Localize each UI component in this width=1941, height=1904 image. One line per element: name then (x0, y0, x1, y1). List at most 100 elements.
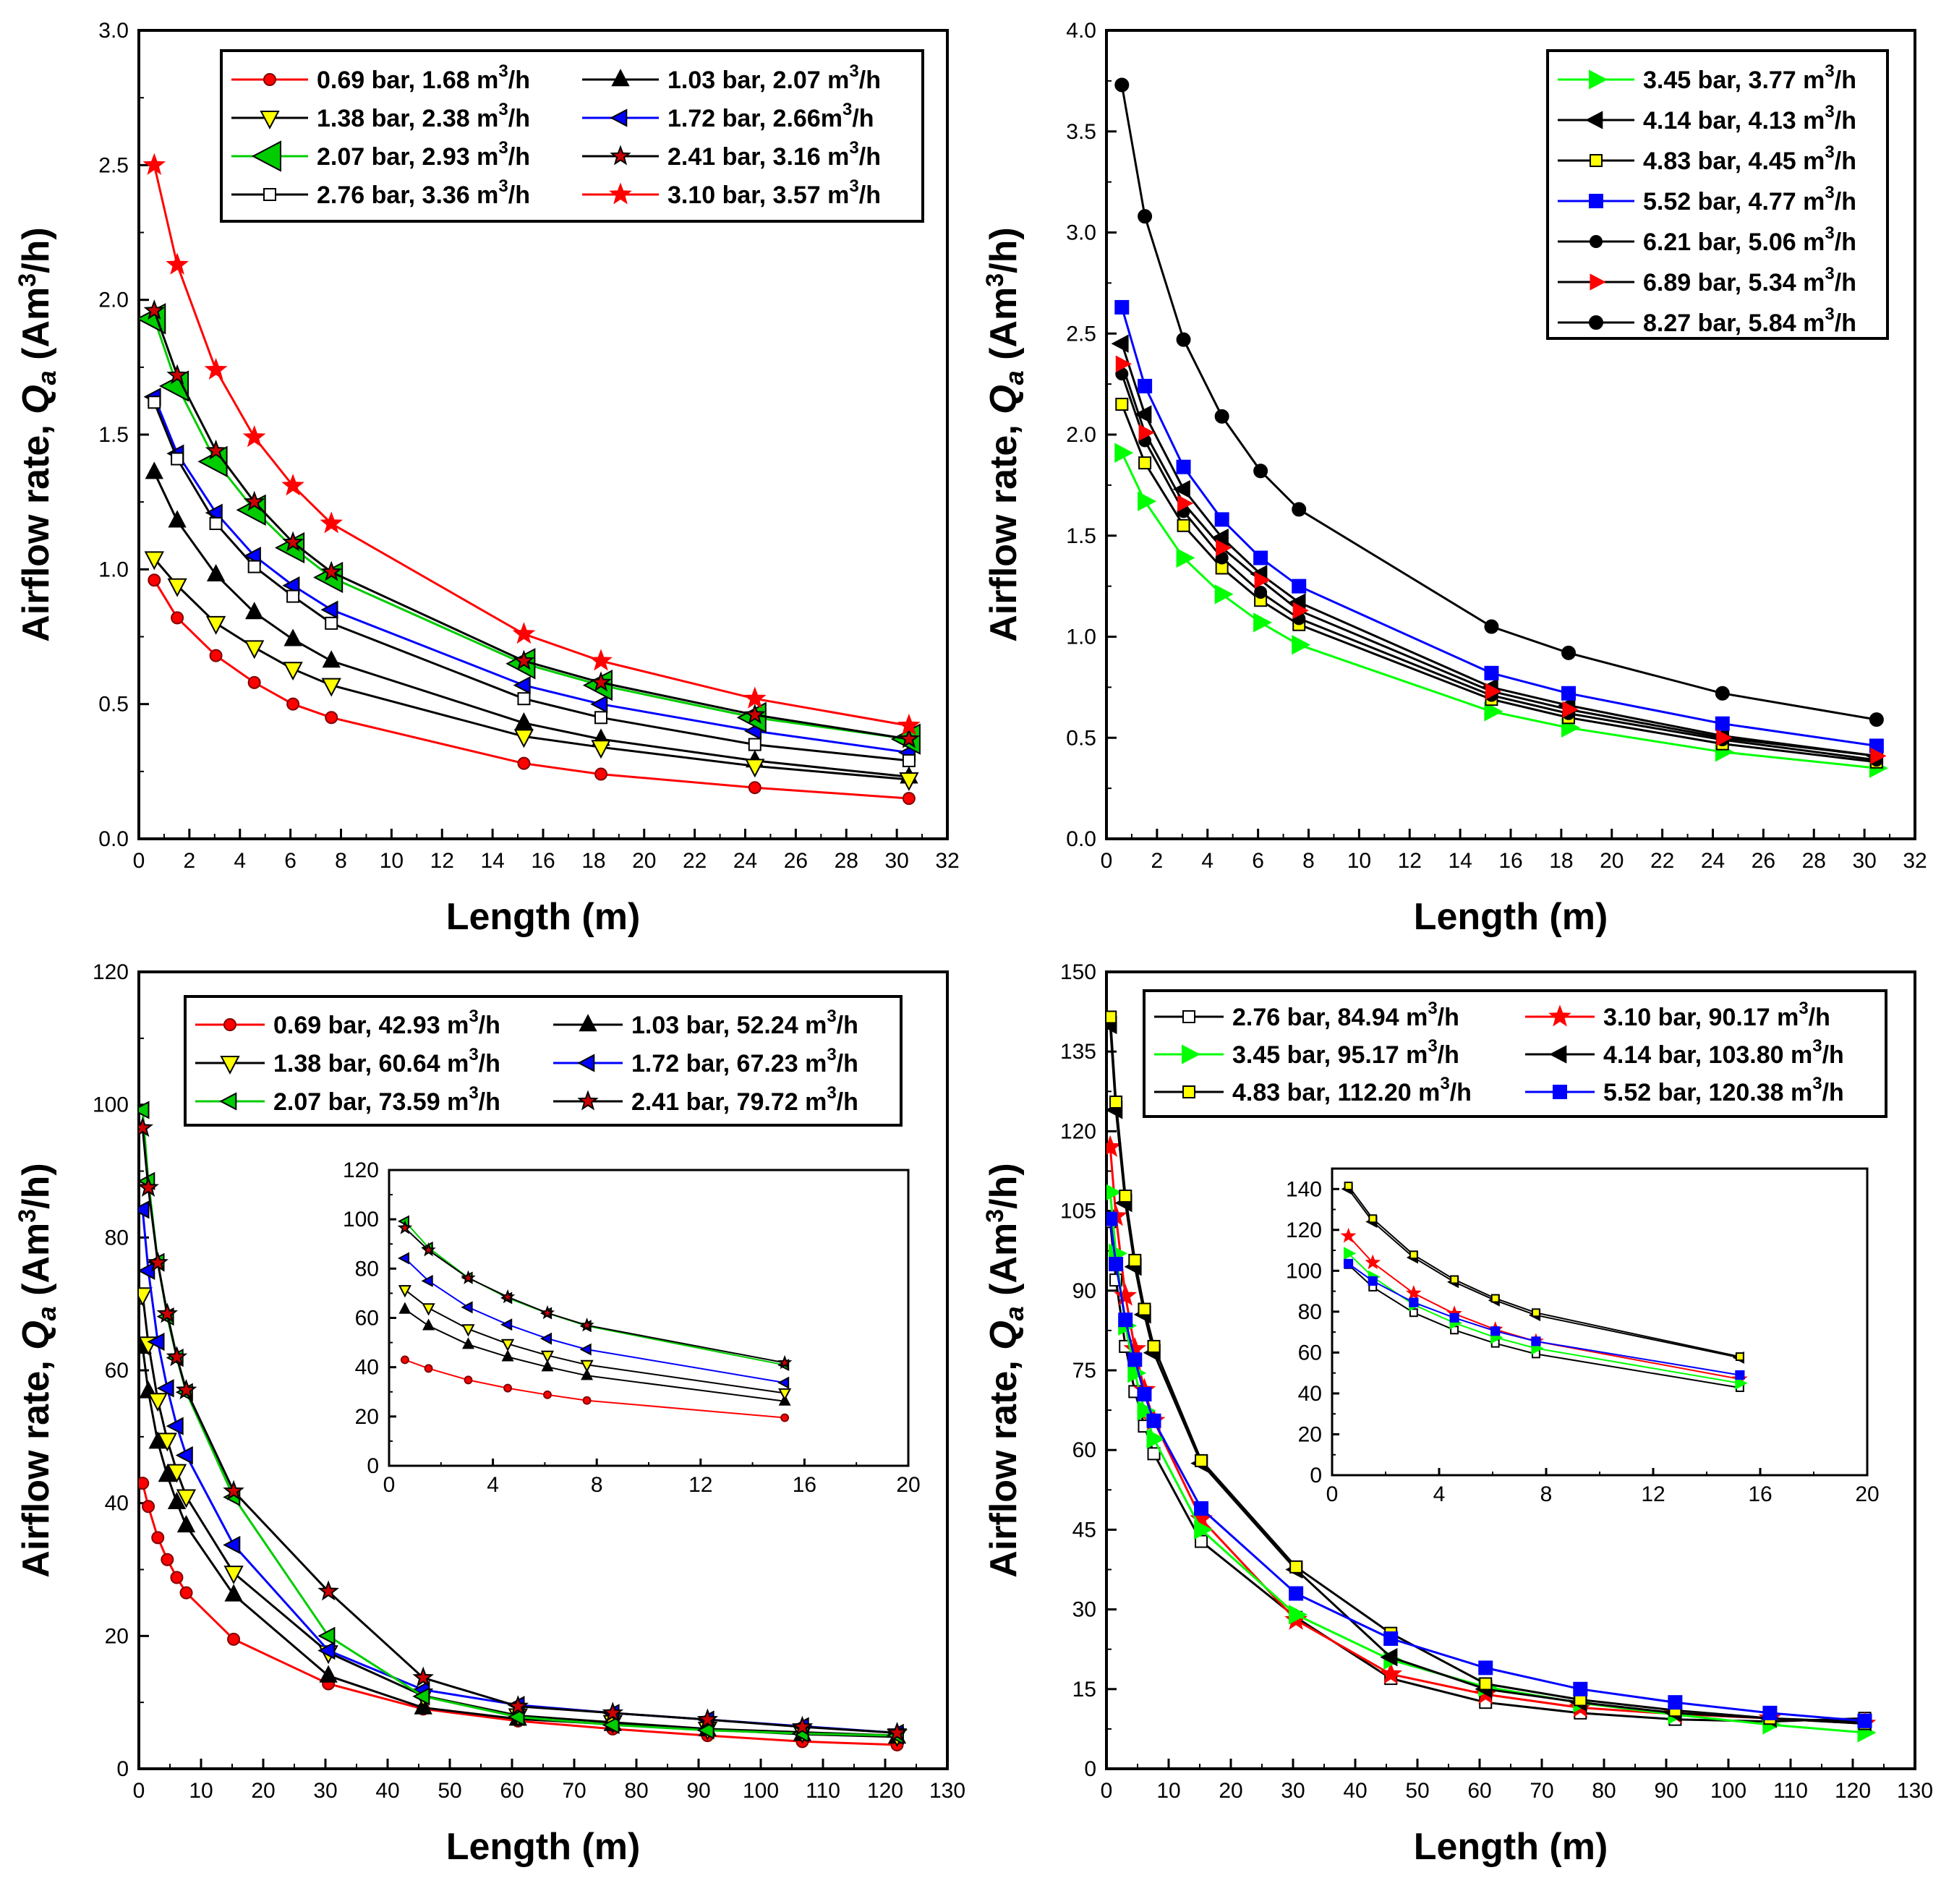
legend-item: 2.41 bar, 3.16 m3/h (582, 138, 881, 171)
legend-label: 3.10 bar, 3.57 m3/h (667, 176, 881, 209)
series-4-line (1120, 373, 1877, 761)
legend-label: 5.52 bar, 4.77 m3/h (1643, 183, 1856, 215)
series-3-point (1138, 378, 1153, 393)
legend-marker (577, 1054, 595, 1072)
series-3-point (1214, 512, 1229, 527)
series-6-line (153, 401, 910, 762)
legend-label: 0.69 bar, 42.93 m3/h (273, 1007, 500, 1039)
inset-series-5-point (421, 1242, 436, 1257)
inset-ytick-label: 140 (1286, 1177, 1322, 1201)
chart-top-right-xtick-label: 24 (1701, 849, 1725, 873)
legend-label: 3.45 bar, 3.77 m3/h (1643, 61, 1856, 94)
chart-top-right-ytick-label: 2.0 (1066, 423, 1096, 447)
inset-series-2-point (580, 1359, 594, 1372)
chart-bottom-right-xtick-label: 100 (1710, 1779, 1746, 1803)
chart-bottom-right-ytick-label: 150 (1060, 960, 1096, 984)
series-6-point (171, 452, 184, 466)
legend-label: 2.07 bar, 2.93 m3/h (317, 138, 530, 171)
inset-xtick-label: 4 (487, 1473, 499, 1497)
inset-series-5-series (1343, 1258, 1745, 1380)
series-4-point (1147, 1339, 1161, 1353)
inset-series-0-point (503, 1383, 513, 1393)
inset-series-5-point (539, 1305, 555, 1320)
series-0-point (171, 611, 184, 625)
series-2-point (1177, 518, 1190, 532)
series-5-point (898, 727, 920, 748)
inset-series-0-series (400, 1355, 790, 1422)
chart-top-left-xtick-label: 12 (430, 849, 454, 873)
series-2-point (899, 772, 919, 791)
series-6-point (902, 754, 916, 767)
inset-xtick-label: 8 (591, 1473, 603, 1497)
legend-label: 3.10 bar, 90.17 m3/h (1603, 999, 1830, 1031)
chart-top-right-xtick-label: 20 (1600, 849, 1624, 873)
inset-xtick-label: 0 (383, 1473, 396, 1497)
chart-bottom-right-ytick-label: 75 (1072, 1359, 1096, 1383)
series-1-point (322, 650, 341, 668)
series-5-point (1289, 1586, 1304, 1601)
inset-series-2-point (500, 1339, 515, 1352)
legend-marker (1548, 1004, 1571, 1027)
y-axis-label: Airflow rate, Qa (Am3/h) (14, 1163, 61, 1577)
series-1-point (514, 712, 534, 730)
series-0-point (170, 1571, 184, 1584)
legend-label: 2.41 bar, 79.72 m3/h (631, 1083, 858, 1116)
legend-item: 2.07 bar, 73.59 m3/h (195, 1083, 500, 1116)
chart-bottom-right-xtick-label: 90 (1654, 1779, 1678, 1803)
legend-item: 3.45 bar, 95.17 m3/h (1154, 1036, 1459, 1069)
x-axis-label: Length (m) (1414, 896, 1608, 938)
inset-ytick-label: 20 (355, 1405, 379, 1429)
inset-ytick-label: 0 (367, 1454, 379, 1478)
chart-top-left-xtick-label: 24 (733, 849, 757, 873)
inset-frame (1331, 1167, 1869, 1477)
series-5-line (1120, 363, 1877, 757)
chart-bottom-right-ytick-label: 105 (1060, 1200, 1096, 1224)
inset-xtick-label: 16 (1748, 1482, 1772, 1506)
series-5-point (205, 439, 227, 460)
inset-series-1-point (501, 1349, 514, 1362)
series-2-point (139, 1287, 153, 1307)
inset-plot: 0 4 8 12 16 20 0 20 40 60 80 100 120 140 (1286, 1167, 1880, 1506)
chart-top-right-ytick-label: 0.0 (1066, 827, 1096, 851)
series-0-point (286, 697, 300, 711)
series-5-point (1127, 1352, 1143, 1367)
series-6-point (1253, 464, 1268, 479)
inset-ytick-label: 120 (1286, 1218, 1322, 1242)
series-4-point (1289, 1560, 1303, 1574)
legend-item: 2.07 bar, 2.93 m3/h (231, 138, 530, 172)
inset-series-1-point (581, 1368, 594, 1380)
series-3-point (513, 675, 531, 695)
inset-xtick-label: 0 (1326, 1482, 1339, 1506)
inset-series-4-point (1368, 1214, 1378, 1224)
series-5-point (139, 1176, 159, 1198)
chart-bottom-left-ytick-label: 100 (93, 1093, 129, 1117)
inset-series-3-point (579, 1343, 592, 1356)
chart-top-right-xtick-label: 30 (1852, 849, 1876, 873)
legend-label: 2.76 bar, 3.36 m3/h (317, 176, 530, 209)
series-4-point (1138, 1302, 1151, 1316)
series-5-point (1857, 1713, 1872, 1728)
chart-bottom-right-ytick-label: 120 (1060, 1119, 1096, 1143)
chart-top-left-ytick-label: 1.5 (98, 423, 129, 447)
series-3-line (1120, 307, 1877, 747)
series-2-point (745, 759, 765, 778)
series-4-point (1254, 586, 1268, 599)
series-1-point (1211, 528, 1229, 547)
series-5-point (1478, 1660, 1493, 1675)
series-1-point (176, 1515, 196, 1533)
legend-item: 5.52 bar, 120.38 m3/h (1525, 1074, 1844, 1106)
series-2-line (1120, 404, 1877, 764)
chart-top-left-xtick-label: 22 (683, 849, 707, 873)
series-5-series (139, 1117, 908, 1742)
legend: 0.69 bar, 42.93 m3/h 1.03 bar, 52.24 m3/h… (184, 995, 903, 1127)
series-0-point (902, 792, 916, 806)
chart-top-left-xtick-label: 6 (284, 849, 297, 873)
series-3-point (282, 576, 300, 595)
chart-top-left-ytick-label: 2.5 (98, 153, 129, 177)
legend-marker (577, 1090, 599, 1111)
inset-series-0-point (543, 1390, 552, 1399)
chart-bottom-left-xtick-label: 110 (806, 1779, 840, 1803)
inset-series-0-point (582, 1396, 592, 1405)
chart-bottom-right-xtick-label: 10 (1156, 1779, 1180, 1803)
chart-top-right-xtick-label: 12 (1398, 849, 1422, 873)
